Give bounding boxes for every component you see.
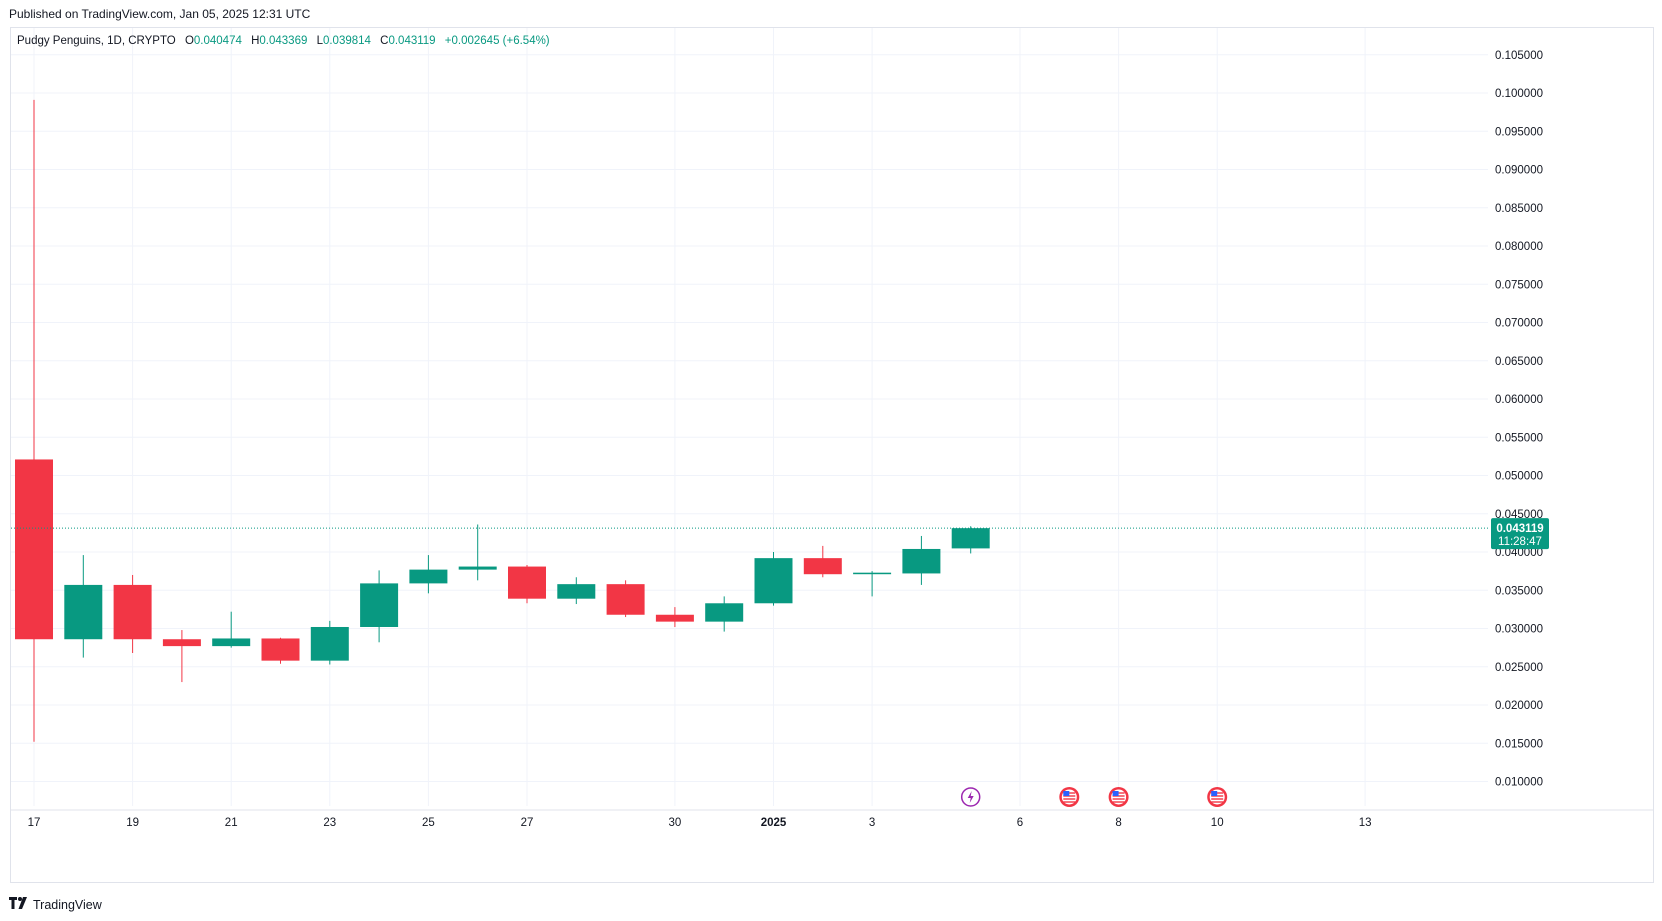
x-tick-label: 25	[422, 817, 435, 829]
footer-brand[interactable]: TradingView	[9, 897, 102, 912]
flag-canton	[1063, 791, 1070, 796]
y-tick-label: 0.055000	[1495, 432, 1543, 444]
low-value: 0.039814	[322, 35, 371, 47]
flag-canton	[1112, 791, 1119, 796]
open-label: O	[184, 35, 194, 47]
candle-body-down	[508, 566, 546, 599]
candle-body-up	[212, 638, 251, 647]
x-tick-label: 23	[323, 817, 336, 829]
x-tick-label: 30	[669, 817, 682, 829]
y-tick-label: 0.090000	[1495, 165, 1543, 177]
candle-body-up	[64, 584, 103, 640]
x-tick-label: 10	[1211, 817, 1224, 829]
candle-body-down	[261, 638, 300, 661]
change-value: +0.002645 (+6.54%)	[444, 35, 550, 47]
x-tick-label: 17	[28, 817, 41, 829]
published-caption: Published on TradingView.com, Jan 05, 20…	[9, 7, 311, 21]
x-tick-label: 19	[126, 817, 139, 829]
candle-body-down	[113, 584, 152, 640]
y-tick-label: 0.040000	[1495, 547, 1543, 559]
x-tick-label: 21	[225, 817, 238, 829]
countdown-timer: 11:28:47	[1498, 536, 1542, 548]
y-tick-label: 0.045000	[1495, 509, 1543, 521]
y-tick-label: 0.095000	[1495, 126, 1543, 138]
footer-brand-label: TradingView	[33, 897, 102, 912]
symbol-title: Pudgy Penguins, 1D, CRYPTO	[17, 35, 176, 47]
y-tick-label: 0.060000	[1495, 394, 1543, 406]
candle-body-down	[162, 639, 201, 647]
close-value: 0.043119	[388, 35, 436, 47]
x-tick-label: 6	[1017, 817, 1023, 829]
y-tick-label: 0.025000	[1495, 662, 1543, 674]
candle-body-up	[360, 583, 399, 627]
y-tick-label: 0.065000	[1495, 356, 1543, 368]
chart-frame	[10, 27, 1654, 883]
y-tick-label: 0.030000	[1495, 624, 1543, 636]
candle-body-up	[458, 566, 497, 570]
candle-body-down	[606, 584, 645, 615]
close-label: C	[380, 35, 389, 47]
y-tick-label: 0.075000	[1495, 279, 1543, 291]
last-price-value: 0.043119	[1496, 523, 1543, 535]
candle-body-down	[15, 459, 53, 640]
flag-canton	[1211, 791, 1218, 796]
candle-body-up	[951, 528, 990, 549]
candle-body-up	[705, 603, 744, 622]
y-tick-label: 0.020000	[1495, 700, 1543, 712]
tradingview-logo-icon	[9, 897, 29, 912]
last-price-tag	[1491, 518, 1549, 550]
y-tick-label: 0.050000	[1495, 471, 1543, 483]
x-tick-label: 8	[1115, 817, 1121, 829]
candle-body-up	[902, 548, 941, 574]
candle-body-down	[803, 558, 842, 575]
y-tick-label: 0.015000	[1495, 738, 1543, 750]
x-tick-label: 2025	[761, 817, 787, 829]
high-label: H	[251, 35, 260, 47]
high-value: 0.043369	[259, 35, 308, 47]
open-value: 0.040474	[193, 35, 242, 47]
candle-body-up	[310, 626, 349, 661]
candle-body-up	[557, 584, 596, 599]
y-tick-label: 0.100000	[1495, 88, 1543, 100]
low-label: L	[316, 35, 323, 47]
x-tick-label: 27	[521, 817, 534, 829]
lightning-glyph	[967, 791, 974, 803]
x-tick-label: 3	[869, 817, 875, 829]
y-tick-label: 0.085000	[1495, 203, 1543, 215]
y-tick-label: 0.070000	[1495, 318, 1543, 330]
candle-body-up	[853, 572, 892, 575]
y-tick-label: 0.035000	[1495, 585, 1543, 597]
candle-body-up	[754, 558, 793, 604]
ohlc-legend: Pudgy Penguins, 1D, CRYPTO O0.040474 H0.…	[17, 35, 550, 47]
x-tick-label: 13	[1359, 817, 1372, 829]
candle-body-down	[655, 614, 694, 622]
y-tick-label: 0.105000	[1495, 50, 1543, 62]
candle-body-up	[409, 569, 448, 584]
y-tick-label: 0.010000	[1495, 777, 1543, 789]
y-tick-label: 0.080000	[1495, 241, 1543, 253]
